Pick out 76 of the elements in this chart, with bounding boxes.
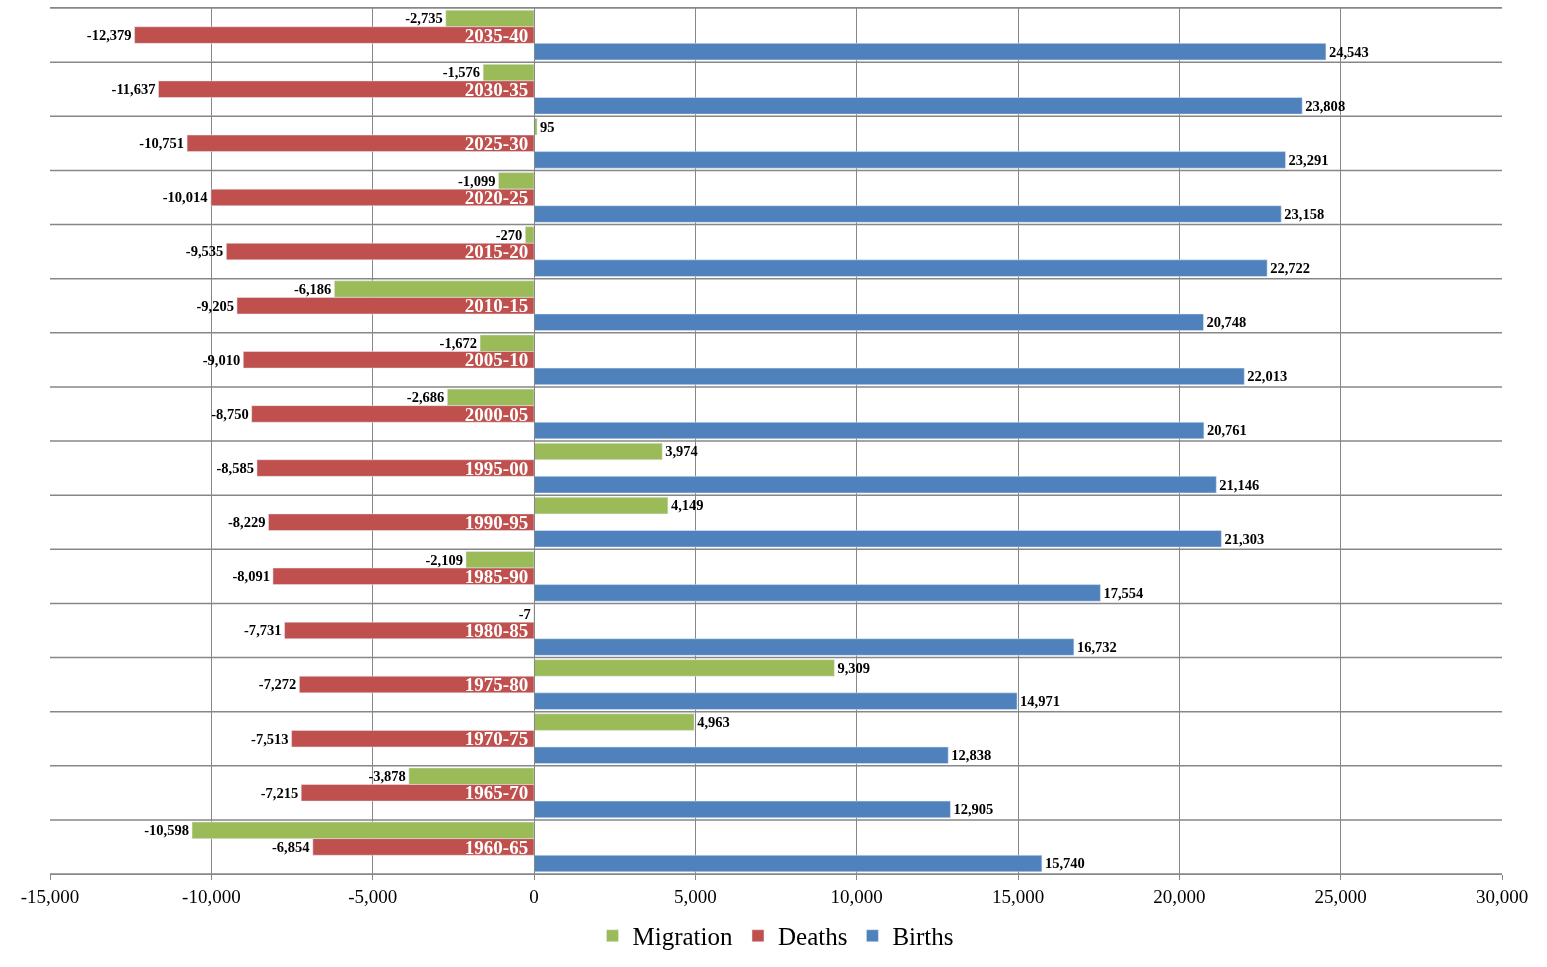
y-tick-label: 1990-95 bbox=[464, 511, 529, 533]
data-label: 23,291 bbox=[1288, 151, 1329, 168]
data-label: -2,109 bbox=[425, 551, 463, 568]
data-label: -6,854 bbox=[271, 838, 310, 855]
y-tick-label: 2015-20 bbox=[464, 241, 529, 263]
data-label: 12,838 bbox=[951, 747, 992, 764]
data-label: -7,215 bbox=[260, 784, 299, 801]
y-tick-label: 2005-10 bbox=[464, 349, 529, 371]
legend-label: Deaths bbox=[777, 923, 848, 951]
data-label: -1,576 bbox=[442, 64, 481, 81]
data-label: -9,010 bbox=[202, 351, 241, 368]
legend-label: Births bbox=[892, 923, 954, 951]
data-label: 24,543 bbox=[1328, 43, 1369, 60]
data-label: -8,091 bbox=[232, 568, 270, 585]
data-label: 22,013 bbox=[1247, 368, 1288, 385]
x-tick-label: 30,000 bbox=[1475, 885, 1529, 907]
data-label: -10,751 bbox=[139, 135, 185, 152]
y-tick-label: 1995-00 bbox=[464, 457, 529, 479]
data-label: 21,146 bbox=[1219, 476, 1260, 493]
data-label: 4,149 bbox=[670, 497, 704, 514]
data-label: -7,272 bbox=[258, 676, 297, 693]
x-tick-label: -10,000 bbox=[182, 885, 241, 907]
x-tick-label: -15,000 bbox=[20, 885, 80, 907]
y-tick-label: 2010-15 bbox=[464, 295, 529, 317]
x-tick-label: 25,000 bbox=[1314, 885, 1367, 907]
data-label: 22,722 bbox=[1270, 260, 1311, 276]
y-tick-label: 1980-85 bbox=[464, 620, 529, 642]
x-tick-label: 20,000 bbox=[1153, 885, 1206, 907]
y-tick-label: 1985-90 bbox=[464, 565, 529, 587]
data-label: -3,878 bbox=[368, 768, 406, 785]
x-tick-label: 15,000 bbox=[991, 885, 1045, 907]
x-tick-label: 10,000 bbox=[830, 885, 883, 907]
data-label: 14,971 bbox=[1020, 693, 1060, 709]
data-label: 20,748 bbox=[1206, 314, 1247, 331]
y-tick-label: 2000-05 bbox=[464, 403, 529, 425]
data-label: -7,513 bbox=[251, 730, 289, 747]
data-label: -6,186 bbox=[293, 280, 332, 297]
data-label: -7 bbox=[518, 605, 531, 622]
data-label: 20,761 bbox=[1206, 422, 1247, 439]
data-label: -2,686 bbox=[406, 389, 445, 406]
data-label: -12,379 bbox=[86, 26, 132, 43]
data-label: -10,014 bbox=[162, 189, 208, 206]
data-label: 16,732 bbox=[1076, 638, 1117, 655]
data-label: -10,598 bbox=[144, 822, 190, 839]
x-tick-label: 5,000 bbox=[673, 885, 717, 907]
data-label: 4,963 bbox=[697, 713, 730, 730]
data-label: 23,808 bbox=[1305, 97, 1346, 114]
y-tick-label: 2035-40 bbox=[464, 24, 529, 46]
data-label: -270 bbox=[495, 226, 523, 243]
data-label: -11,637 bbox=[111, 81, 156, 98]
x-tick-label: -5,000 bbox=[348, 885, 398, 907]
y-tick-label: 1970-75 bbox=[464, 728, 529, 750]
data-label: 17,554 bbox=[1103, 584, 1144, 601]
y-tick-label: 1960-65 bbox=[464, 836, 529, 858]
data-label: -8,750 bbox=[211, 405, 249, 422]
data-label: -7,731 bbox=[244, 622, 282, 639]
data-label: 95 bbox=[540, 118, 555, 135]
data-label: 12,905 bbox=[953, 801, 994, 818]
data-label: -1,099 bbox=[458, 172, 496, 189]
data-label: 21,303 bbox=[1224, 530, 1265, 547]
data-label: -8,229 bbox=[227, 514, 266, 531]
y-tick-label: 1975-80 bbox=[464, 674, 529, 696]
data-label: -2,735 bbox=[405, 10, 443, 27]
data-label: -9,205 bbox=[196, 297, 234, 314]
data-label: 15,740 bbox=[1044, 855, 1085, 872]
data-label: -1,672 bbox=[439, 335, 478, 352]
y-tick-label: 2030-35 bbox=[464, 78, 529, 100]
data-label: 9,309 bbox=[837, 659, 871, 676]
y-tick-label: 2025-30 bbox=[464, 132, 529, 154]
legend-label: Migration bbox=[632, 923, 733, 951]
x-tick-label: 0 bbox=[529, 885, 539, 907]
data-label: 3,974 bbox=[665, 443, 698, 460]
y-tick-label: 1965-70 bbox=[464, 782, 529, 804]
data-label: -9,535 bbox=[185, 243, 224, 260]
data-label: 23,158 bbox=[1284, 205, 1325, 222]
data-label: -8,585 bbox=[216, 459, 254, 476]
